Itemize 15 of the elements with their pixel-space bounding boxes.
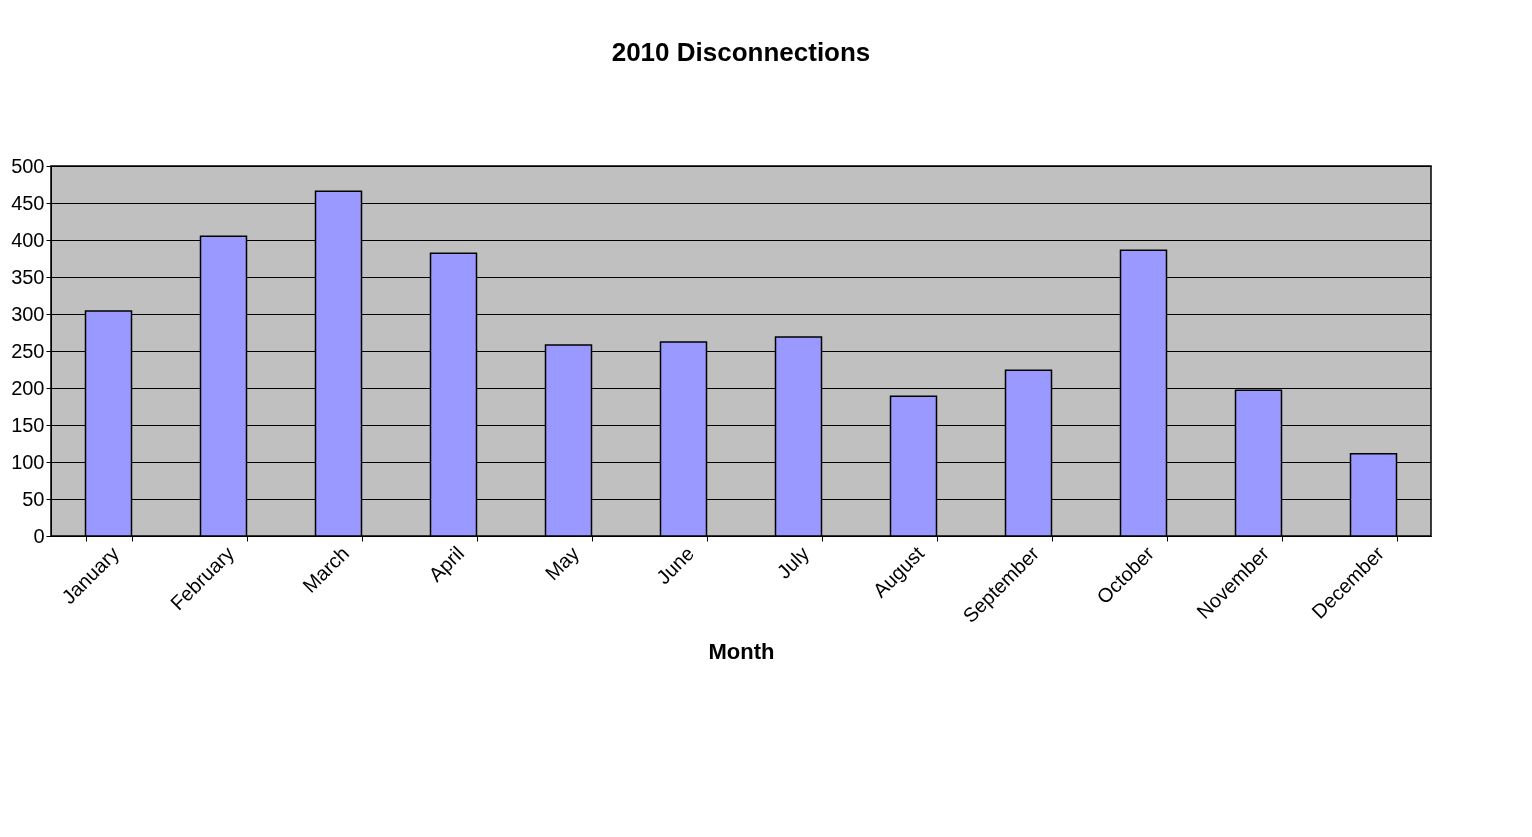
y-tick-label: 500 bbox=[11, 154, 45, 177]
x-tick-label: May bbox=[540, 542, 584, 585]
y-tick-label: 0 bbox=[33, 524, 45, 547]
x-tick-label: July bbox=[772, 542, 814, 583]
y-tick-label: 150 bbox=[11, 413, 45, 436]
y-tick-label: 250 bbox=[11, 339, 45, 362]
y-tick-label: 450 bbox=[11, 191, 45, 214]
y-tick-label: 300 bbox=[11, 302, 45, 325]
y-tick-label: 350 bbox=[11, 265, 45, 288]
x-axis-title: Month bbox=[708, 638, 775, 664]
y-tick-label: 50 bbox=[22, 487, 45, 510]
y-tick-label: 200 bbox=[11, 376, 45, 399]
y-tick-label: 100 bbox=[11, 450, 45, 473]
chart-title: 2010 Disconnections bbox=[611, 37, 871, 67]
y-tick-label: 400 bbox=[11, 228, 45, 251]
